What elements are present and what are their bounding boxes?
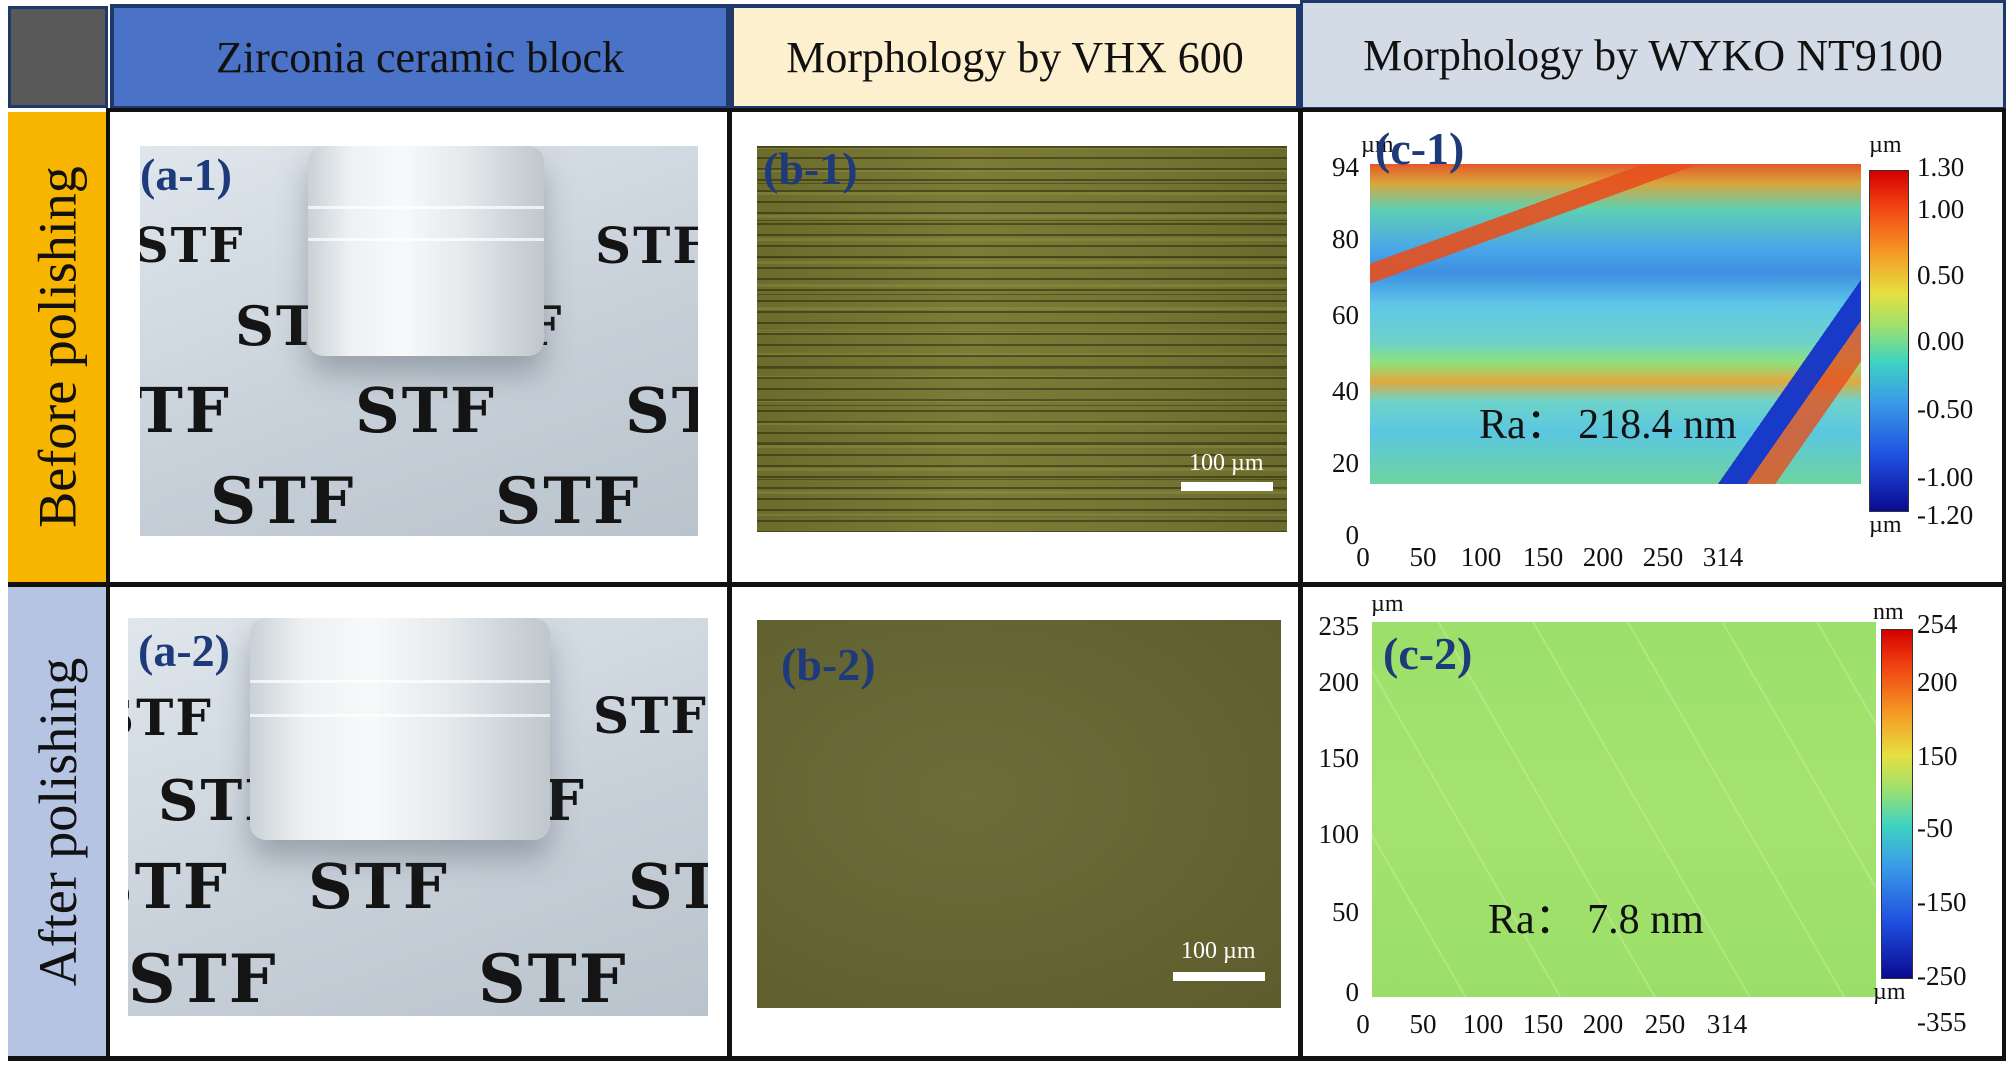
x-tick-label: 150 [1522, 1009, 1564, 1039]
photo-text: STF [628, 850, 708, 923]
colorbar-tick-label: -355 [1917, 1007, 1967, 1037]
x-tick-label: 50 [1409, 1009, 1437, 1039]
photo-a1: STF STF STF STF STF STF STF STF STF (a-1… [140, 146, 698, 536]
colorbar-tick-label: 150 [1917, 741, 1958, 771]
photo-text: STF [495, 464, 641, 536]
micrograph-b1: (b-1) 100 µm [757, 146, 1287, 532]
cb-unit-top-c1: µm [1869, 132, 1902, 158]
corner-cell [8, 6, 108, 108]
colorbar-tick-label: 1.00 [1917, 194, 1965, 224]
photo-text: STF [128, 940, 278, 1016]
x-tick-label: 150 [1522, 542, 1564, 572]
scale-bar-b1 [1181, 482, 1273, 491]
x-tick-label: 0 [1356, 1009, 1370, 1039]
y-tick-label: 200 [1318, 667, 1360, 697]
photo-text: STF [128, 850, 229, 923]
colorbar-tick-label: 254 [1917, 609, 1958, 639]
photo-text: STF [128, 688, 213, 747]
y-tick-label: 50 [1332, 897, 1359, 927]
chart-c2: µm (c-2) Ra： 7.8 nm nm µm 235 200 150 100 50… [1303, 587, 2002, 1056]
row2-label-text: After polishing [28, 657, 88, 987]
cb-unit-bottom-c2: µm [1873, 979, 1906, 1005]
y-unit-c2: µm [1371, 591, 1404, 617]
y-tick-label: 150 [1318, 743, 1360, 773]
grid-line [8, 1056, 2006, 1061]
colorbar-tick-label: -50 [1917, 813, 1953, 843]
y-tick-label: 20 [1332, 448, 1359, 478]
header-col2: Morphology by VHX 600 [730, 4, 1300, 110]
photo-text: STF [140, 374, 231, 447]
y-unit-c1: µm [1361, 132, 1394, 158]
colorbar-tick-label: 200 [1917, 667, 1958, 697]
colorbar-tick-label: 0.00 [1917, 326, 1965, 356]
y-tick-label: 100 [1318, 819, 1360, 849]
cb-unit-top-c2: nm [1873, 599, 1904, 625]
colorbar-tick-label: -150 [1917, 887, 1967, 917]
header-col1: Zirconia ceramic block [110, 4, 730, 110]
scale-bar-text-b2: 100 µm [1181, 938, 1256, 964]
photo-text: STF [210, 464, 356, 536]
row1-label-text: Before polishing [28, 166, 89, 528]
panel-label-c1: (c-1) [1375, 123, 1465, 174]
panel-label-a2: (a-2) [138, 625, 230, 676]
y-tick-label: 0 [1345, 520, 1360, 550]
x-tick-label: 50 [1409, 542, 1437, 572]
header-col2-text: Morphology by VHX 600 [786, 32, 1244, 82]
y-tick-label: 80 [1332, 224, 1359, 254]
colorbar-tick-label: 1.30 [1917, 152, 1965, 182]
colorbar-c1 [1869, 170, 1909, 512]
colorbar-tick-label: 0.50 [1917, 260, 1965, 290]
x-tick-label: 250 [1644, 1009, 1686, 1039]
scale-bar-text-b1: 100 µm [1189, 450, 1264, 476]
y-tick-label: 0 [1345, 977, 1360, 1007]
photo-text: STF [355, 374, 496, 447]
header-col1-text: Zirconia ceramic block [215, 32, 624, 82]
x-tick-label: 100 [1462, 1009, 1504, 1039]
ra-value-c1: Ra： 218.4 nm [1479, 402, 1737, 448]
x-tick-label: 314 [1706, 1009, 1748, 1039]
y-tick-label: 94 [1332, 152, 1359, 182]
y-tick-label: 40 [1332, 376, 1359, 406]
ceramic-block [308, 146, 544, 356]
photo-text: STF [478, 940, 628, 1016]
row2-label: After polishing [8, 586, 108, 1058]
photo-a2: STF STF STF STF STF STF STF STF STF (a-2… [128, 618, 708, 1016]
cb-unit-bottom-c1: µm [1869, 512, 1902, 538]
panel-label-c2: (c-2) [1383, 628, 1473, 679]
y-tick-label: 60 [1332, 300, 1359, 330]
panel-label-b2: (b-2) [781, 639, 876, 690]
x-tick-label: 0 [1356, 542, 1370, 572]
row1-label: Before polishing [8, 112, 108, 582]
colorbar-c2 [1881, 629, 1913, 979]
colorbar-tick-label: -250 [1917, 961, 1967, 991]
grid-line [8, 582, 2006, 587]
header-col3: Morphology by WYKO NT9100 [1300, 0, 2006, 110]
photo-text: STF [308, 850, 449, 923]
photo-text: STF [595, 216, 698, 275]
header-col3-text: Morphology by WYKO NT9100 [1363, 30, 1943, 80]
photo-text: STF [593, 686, 708, 745]
chart-c1: µm (c-1) Ra： 218.4 nm µm µm 94 80 60 40 20 0 0… [1303, 112, 2002, 582]
height-map-c2 [1372, 622, 1876, 997]
x-tick-label: 314 [1702, 542, 1744, 572]
grid-line [106, 108, 2006, 112]
panel-label-b1: (b-1) [763, 146, 858, 194]
x-tick-label: 250 [1642, 542, 1684, 572]
x-tick-label: 200 [1582, 1009, 1624, 1039]
ceramic-block [250, 618, 550, 840]
ra-value-c2: Ra： 7.8 nm [1488, 897, 1704, 943]
scale-bar-b2 [1173, 972, 1265, 981]
photo-text: STF [625, 374, 698, 447]
colorbar-tick-label: -1.00 [1917, 462, 1974, 492]
y-tick-label: 235 [1318, 611, 1360, 641]
x-tick-label: 100 [1460, 542, 1502, 572]
colorbar-tick-label: -0.50 [1917, 394, 1974, 424]
height-map-c1 [1370, 164, 1861, 484]
colorbar-tick-label: -1.20 [1917, 500, 1974, 530]
photo-text: STF [140, 218, 245, 274]
panel-label-a1: (a-1) [140, 149, 232, 200]
x-tick-label: 200 [1582, 542, 1624, 572]
micrograph-b2: (b-2) 100 µm [757, 620, 1281, 1008]
